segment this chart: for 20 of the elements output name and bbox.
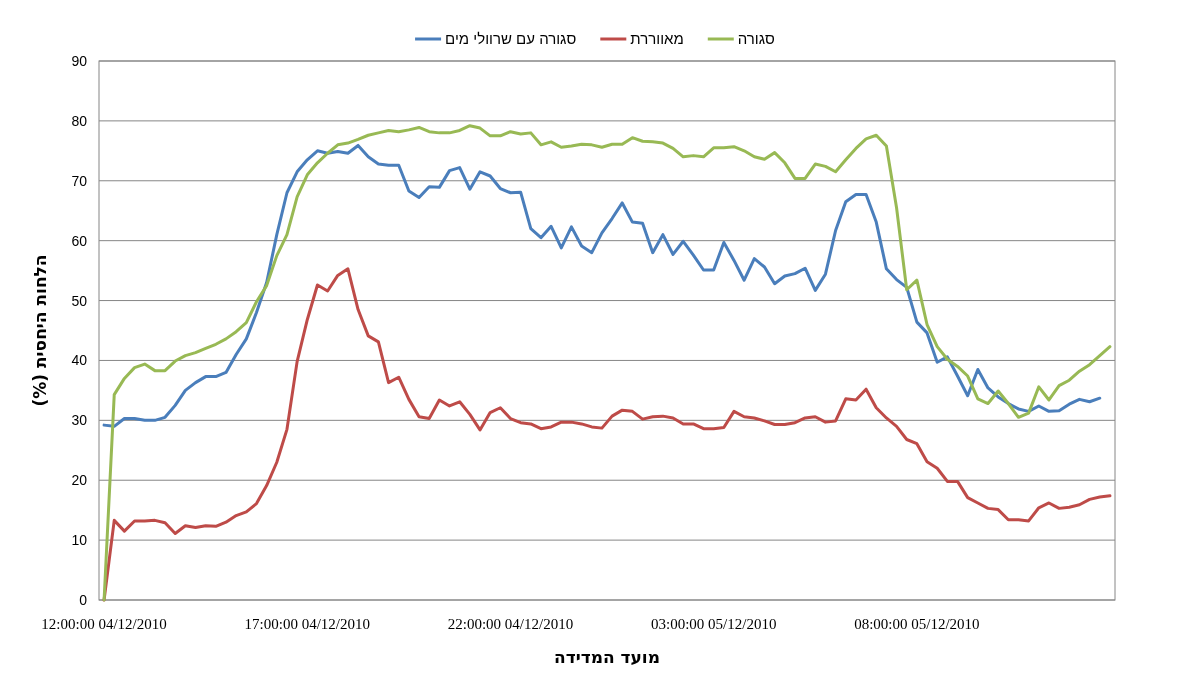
x-tick-label: 12:00:00 04/12/2010 [41,616,167,632]
x-tick-label: 03:00:00 05/12/2010 [650,616,777,632]
y-axis-title: הלחות היחסית (%) [30,254,50,407]
y-tick-label: 80 [71,112,88,129]
y-tick-label: 20 [71,472,88,489]
y-tick-label: 0 [79,592,88,608]
x-axis-title: מועד המדידה [553,647,661,667]
y-tick-label: 90 [71,53,88,69]
legend-label: מאווררת [630,30,684,47]
x-tick-label: 22:00:00 04/12/2010 [447,616,574,632]
y-tick-label: 10 [71,532,88,549]
y-tick-label: 40 [71,352,88,369]
y-tick-label: 60 [71,232,88,249]
y-tick-label: 30 [71,412,88,429]
y-tick-label: 50 [71,292,88,309]
x-tick-label: 08:00:00 05/12/2010 [854,616,980,632]
legend-label: סגורה [737,30,776,47]
legend-label: סגורה עם שרוולי מים [445,30,577,47]
y-tick-label: 70 [71,172,88,189]
x-tick-label: 17:00:00 04/12/2010 [244,616,370,632]
